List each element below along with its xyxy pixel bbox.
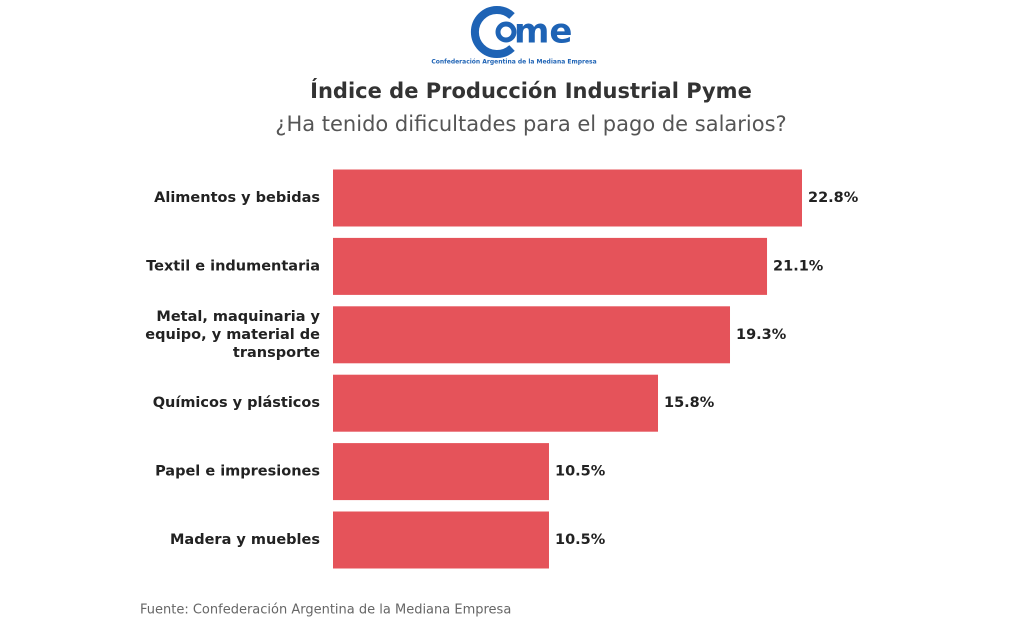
logo-c bbox=[470, 6, 515, 58]
source: Fuente: Confederación Argentina de la Me… bbox=[140, 603, 511, 618]
category-label: Textil e indumentaria bbox=[146, 258, 320, 274]
bar bbox=[333, 169, 802, 227]
value-label: 19.3% bbox=[736, 327, 787, 343]
logo-a bbox=[495, 21, 517, 43]
value-label: 10.5% bbox=[555, 464, 606, 480]
bar bbox=[333, 306, 731, 364]
bar bbox=[333, 374, 659, 432]
category-label: Madera y muebles bbox=[170, 532, 320, 548]
chart-subtitle: ¿Ha tenido dificultades para el pago de … bbox=[275, 112, 786, 136]
chart-title: Índice de Producción Industrial Pyme bbox=[310, 78, 752, 103]
category-label: Químicos y plásticos bbox=[153, 395, 320, 411]
value-label: 10.5% bbox=[555, 532, 606, 548]
logo-tagline: Confederación Argentina de la Mediana Em… bbox=[431, 59, 596, 66]
category-label: Papel e impresiones bbox=[155, 464, 320, 480]
value-label: 21.1% bbox=[773, 258, 824, 274]
logo: me Confederación Argentina de la Mediana… bbox=[431, 6, 597, 66]
bar bbox=[333, 443, 549, 501]
bar bbox=[333, 511, 549, 569]
value-label: 22.8% bbox=[808, 190, 859, 206]
value-label: 15.8% bbox=[664, 395, 715, 411]
category-label: Alimentos y bebidas bbox=[154, 190, 320, 206]
bar bbox=[333, 237, 768, 295]
category-label: Metal, maquinaria y equipo, y material de… bbox=[145, 309, 320, 361]
logo-wordmark: me bbox=[514, 12, 573, 52]
